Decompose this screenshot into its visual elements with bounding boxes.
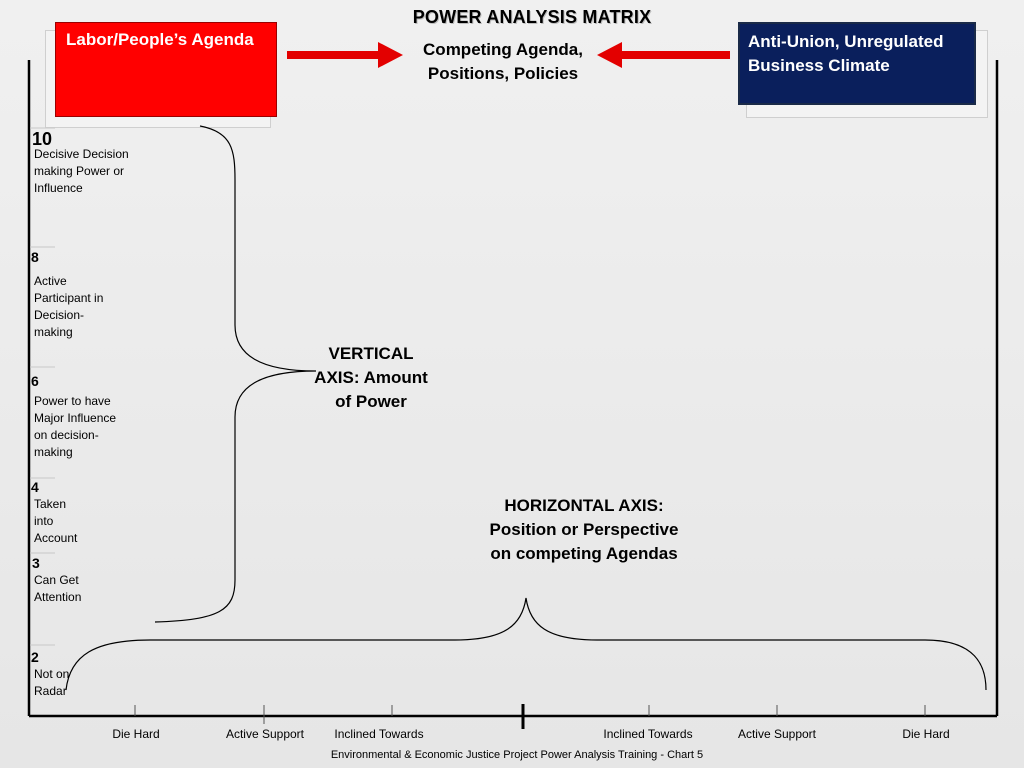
horizontal-brace [65,597,987,691]
footer-caption: Environmental & Economic Justice Project… [330,749,704,761]
level-3-number: 3 [32,555,40,571]
vertical-axis-label: VERTICAL AXIS: Amount of Power [314,344,428,411]
horizontal-axis-label: HORIZONTAL AXIS: Position or Perspective… [489,496,679,563]
x-label-active-support-left: Active Support [225,727,305,741]
x-label-die-hard-left: Die Hard [112,727,160,741]
x-label-inclined-towards-right: Inclined Towards [603,727,693,741]
level-3-description: Can Get Attention [34,573,82,604]
competing-agenda-label: Competing Agenda, Positions, Policies [423,40,583,83]
level-6-description: Power to have Major Influence on decisio… [34,394,117,459]
anti-union-box: Anti-Union, Unregulated Business Climate [738,22,976,105]
level-separators [30,127,55,646]
arrow-right-to-center [287,42,403,68]
x-label-active-support-right: Active Support [737,727,817,741]
level-8-description: Active Participant in Decision-making [34,274,104,339]
level-8-number: 8 [31,249,39,265]
x-label-inclined-towards-left: Inclined Towards [334,727,424,741]
level-2-description: Not on Radar [34,667,70,698]
vertical-brace [154,125,317,623]
level-6-number: 6 [31,373,39,389]
level-10-number: 10 [32,129,53,149]
level-4-number: 4 [31,479,39,495]
level-2-number: 2 [31,649,39,665]
x-label-die-hard-right: Die Hard [902,727,950,741]
page-title: POWER ANALYSIS MATRIX [412,7,652,27]
x-axis-ticks [134,705,926,724]
labor-agenda-box: Labor/People’s Agenda [55,22,277,117]
arrow-left-to-center [597,42,730,68]
level-4-description: Taken into Account [34,497,78,545]
level-10-description: Decisive Decision making Power or Influe… [34,147,129,195]
